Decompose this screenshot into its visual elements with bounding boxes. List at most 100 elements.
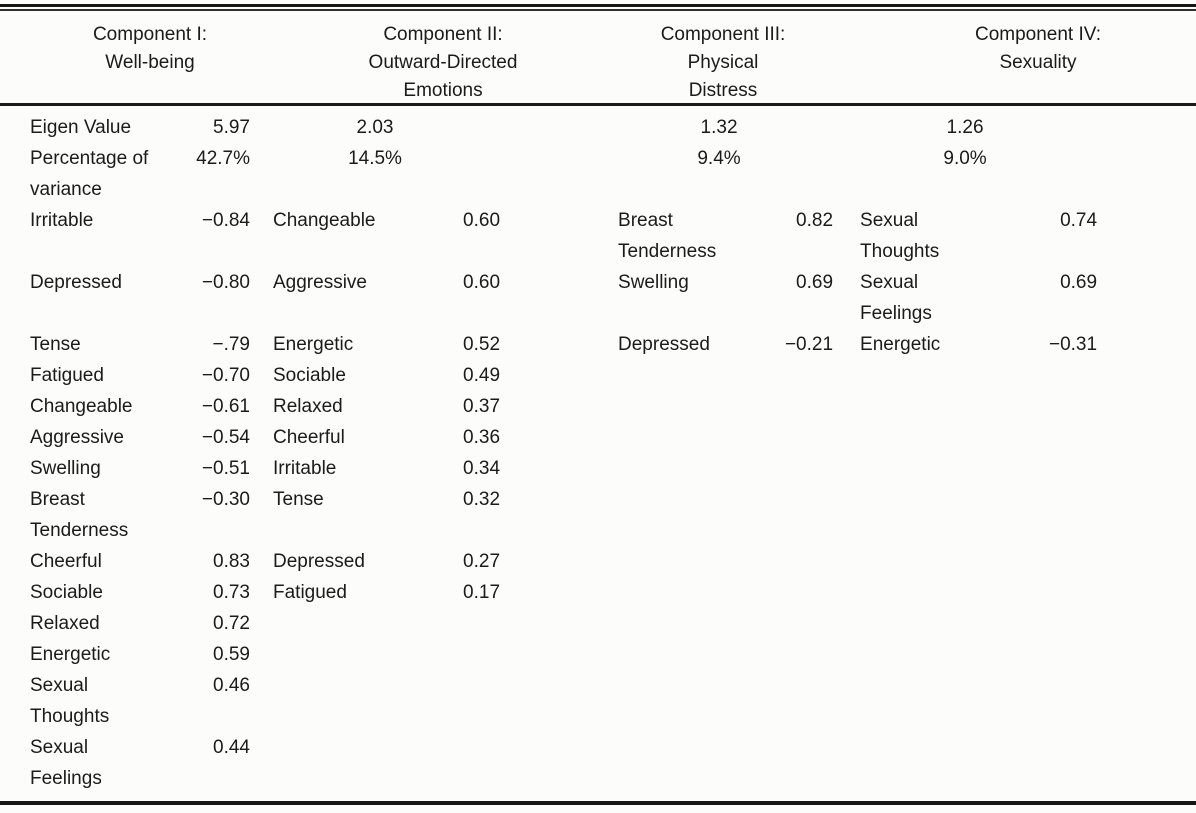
loading-value: −0.80 [201, 272, 250, 293]
loading-value: 0.74 [1060, 210, 1098, 231]
variable-label [500, 484, 748, 546]
loading-value: 0.52 [463, 334, 501, 355]
loading-row: Cheerful 0.83 Depressed 0.27 [0, 546, 1196, 577]
spacer-cell [1097, 422, 1196, 453]
variable-label [833, 391, 1030, 422]
loading-value: 0.73 [213, 582, 250, 603]
variable-label [833, 484, 1030, 546]
header-rule [0, 103, 1196, 106]
variable-label [833, 670, 1030, 732]
heading-line: Outward-Directed [368, 52, 518, 73]
loading-value: −0.30 [201, 489, 250, 510]
loading-value [1030, 453, 1097, 484]
spacer-cell [1097, 577, 1196, 608]
variable-label [500, 546, 748, 577]
variable-label: Swelling [30, 458, 101, 479]
variable-label: Relaxed [30, 613, 100, 634]
spacer-cell [1097, 391, 1196, 422]
variable-label: Changeable [30, 396, 133, 417]
heading-line: Distress [688, 80, 758, 101]
variable-label: Sociable [273, 365, 346, 386]
bottom-rule [0, 801, 1196, 805]
spacer-cell [1097, 639, 1196, 670]
loading-value: 0.60 [463, 210, 501, 231]
variable-label: Breast Tenderness [618, 210, 717, 262]
eigen-value-label: Eigen Value [30, 117, 132, 138]
spacer-cell [1097, 608, 1196, 639]
spacer-cell [1097, 670, 1196, 732]
variable-label [833, 360, 1030, 391]
loading-value: 0.27 [463, 551, 501, 572]
loading-row: Swelling −0.51 Irritable 0.34 [0, 453, 1196, 484]
loading-value: 0.82 [796, 210, 834, 231]
loadings-table: Eigen Value 5.97 2.03 1.32 1.26 Percenta… [0, 112, 1196, 794]
variable-label: Changeable [273, 210, 376, 231]
loading-row: Tense −.79 Energetic 0.52 Depressed −0.21 Ener… [0, 329, 1196, 360]
eigen-value: 1.26 [946, 117, 984, 138]
component-4-heading: Component IV: Sexuality [975, 21, 1101, 77]
variance-row: Percentage of variance 42.7% 14.5% 9.4% … [0, 143, 1196, 205]
heading-line: Component III: [660, 24, 786, 45]
variable-label: Fatigued [273, 582, 347, 603]
variable-label [833, 422, 1030, 453]
variable-label [500, 453, 748, 484]
variable-label [250, 670, 420, 732]
loading-value: 0.72 [213, 613, 250, 634]
spacer-cell [1097, 453, 1196, 484]
variable-label: Breast Tenderness [30, 489, 129, 541]
heading-line: Emotions [403, 80, 483, 101]
loading-value [1030, 422, 1097, 453]
variable-label: Depressed [618, 334, 710, 355]
loading-value: 0.36 [463, 427, 501, 448]
spacer-cell [1097, 267, 1196, 329]
eigen-value-row: Eigen Value 5.97 2.03 1.32 1.26 [0, 112, 1196, 143]
loading-value [1030, 732, 1097, 794]
heading-line: Component I: [92, 24, 208, 45]
loading-value [748, 391, 833, 422]
loading-row: Depressed −0.80 Aggressive 0.60 Swelling 0.69… [0, 267, 1196, 329]
variance-value: 42.7% [196, 148, 250, 169]
spacer-cell [1097, 112, 1196, 143]
table-header: Component I: Well-being Component II: Ou… [0, 11, 1196, 103]
loading-value [748, 608, 833, 639]
heading-line: Sexuality [999, 52, 1077, 73]
loadings-body: Irritable −0.84 Changeable 0.60 Breast Tende… [0, 205, 1196, 794]
variable-label [500, 670, 748, 732]
loading-value [748, 422, 833, 453]
loading-value [748, 360, 833, 391]
variance-value: 9.0% [943, 148, 987, 169]
loading-row: Aggressive −0.54 Cheerful 0.36 [0, 422, 1196, 453]
variable-label: Swelling [618, 272, 689, 293]
spacer-cell [1097, 205, 1196, 267]
loading-value: 0.69 [1060, 272, 1098, 293]
eigen-value: 2.03 [356, 117, 394, 138]
heading-line: Well-being [105, 52, 195, 73]
variable-label [500, 360, 748, 391]
loading-value [1030, 608, 1097, 639]
component-1-heading: Component I: Well-being [93, 21, 207, 77]
loading-row: Fatigued −0.70 Sociable 0.49 [0, 360, 1196, 391]
variable-label: Aggressive [273, 272, 367, 293]
loading-value [1030, 577, 1097, 608]
loading-value [1030, 670, 1097, 732]
loading-row: Relaxed 0.72 [0, 608, 1196, 639]
loading-row: Sexual Feelings 0.44 [0, 732, 1196, 794]
variable-label: Sexual Feelings [860, 272, 932, 324]
spacer-cell [1097, 732, 1196, 794]
top-double-rule [0, 4, 1196, 11]
loading-row: Sociable 0.73 Fatigued 0.17 [0, 577, 1196, 608]
variable-label: Sexual Thoughts [30, 675, 110, 727]
variable-label: Sexual Thoughts [860, 210, 940, 262]
variable-label: Depressed [30, 272, 122, 293]
variable-label: Sociable [30, 582, 103, 603]
loading-value: 0.17 [463, 582, 501, 603]
loading-row: Breast Tenderness −0.30 Tense 0.32 [0, 484, 1196, 546]
loading-value [420, 639, 500, 670]
variable-label [833, 577, 1030, 608]
spacer-cell [1097, 546, 1196, 577]
spacer-cell [1097, 484, 1196, 546]
loading-value [1030, 639, 1097, 670]
loading-value: −0.21 [784, 334, 834, 355]
variable-label: Aggressive [30, 427, 124, 448]
variable-label: Tense [273, 489, 324, 510]
